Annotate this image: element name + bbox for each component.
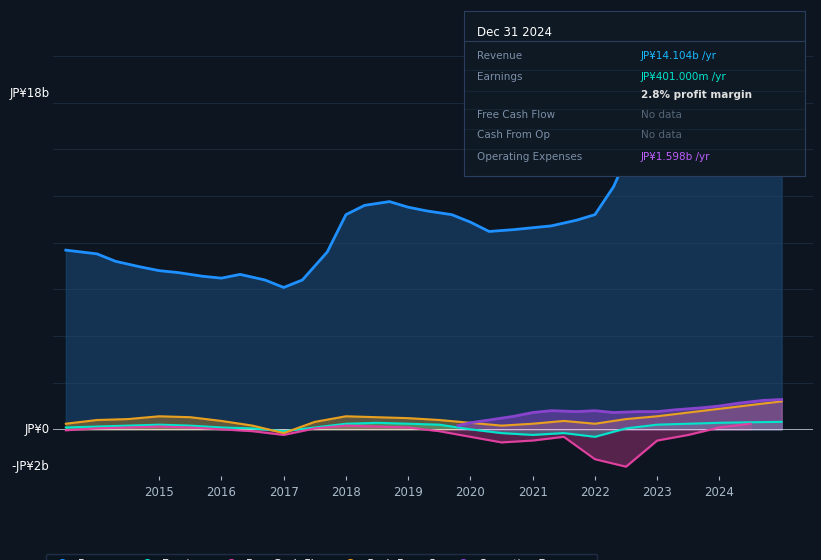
Text: JP¥18b: JP¥18b — [10, 87, 49, 100]
Text: Dec 31 2024: Dec 31 2024 — [478, 26, 553, 39]
Text: Earnings: Earnings — [478, 72, 523, 82]
Text: JP¥1.598b /yr: JP¥1.598b /yr — [641, 152, 710, 162]
Text: JP¥14.104b /yr: JP¥14.104b /yr — [641, 51, 717, 61]
Text: JP¥401.000m /yr: JP¥401.000m /yr — [641, 72, 727, 82]
Text: JP¥0: JP¥0 — [25, 423, 49, 436]
Text: 2.8% profit margin: 2.8% profit margin — [641, 91, 752, 100]
Legend: Revenue, Earnings, Free Cash Flow, Cash From Op, Operating Expenses: Revenue, Earnings, Free Cash Flow, Cash … — [46, 554, 597, 560]
Text: No data: No data — [641, 130, 682, 140]
Text: Operating Expenses: Operating Expenses — [478, 152, 583, 162]
Text: -JP¥2b: -JP¥2b — [11, 460, 49, 473]
Text: Free Cash Flow: Free Cash Flow — [478, 110, 556, 120]
Text: No data: No data — [641, 110, 682, 120]
Text: Revenue: Revenue — [478, 51, 523, 61]
Text: Cash From Op: Cash From Op — [478, 130, 551, 140]
